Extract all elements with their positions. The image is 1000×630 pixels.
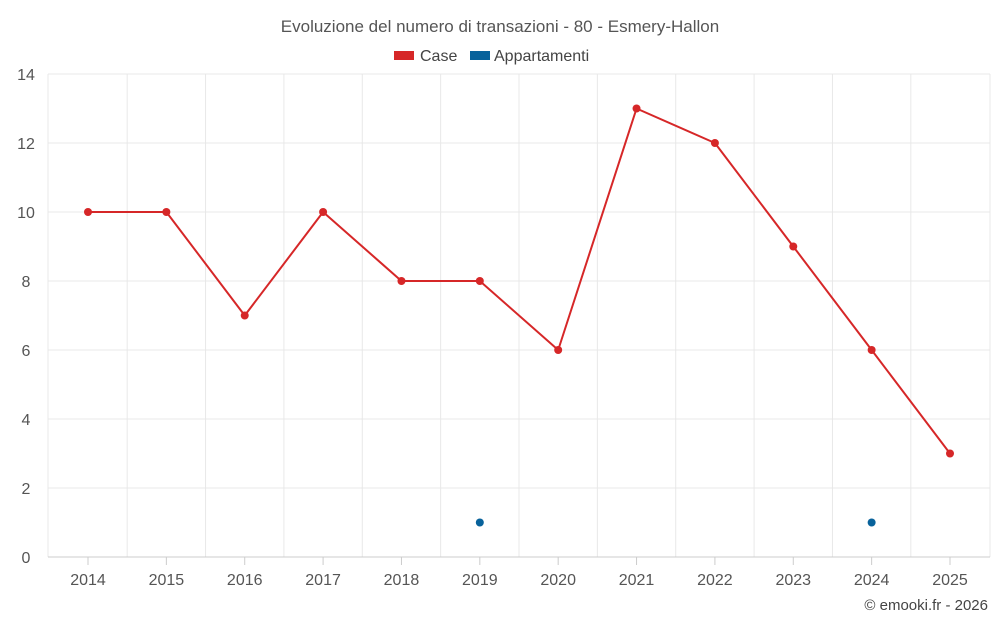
x-tick-label: 2019: [462, 572, 498, 589]
data-point-case[interactable]: [397, 277, 406, 285]
data-point-case[interactable]: [84, 208, 92, 216]
y-tick-label: 0: [22, 550, 31, 567]
legend-swatch-appartamenti: [470, 51, 490, 60]
x-tick-label: 2017: [305, 572, 341, 589]
chart-title: Evoluzione del numero di transazioni - 8…: [281, 17, 719, 36]
y-tick-label: 14: [17, 67, 35, 84]
y-tick-label: 12: [17, 136, 35, 153]
legend[interactable]: Case Appartamenti: [394, 48, 589, 65]
data-point-case[interactable]: [710, 139, 719, 147]
legend-label-case: Case: [420, 48, 457, 65]
data-point-case[interactable]: [475, 277, 484, 285]
y-tick-label: 8: [22, 274, 31, 291]
data-point-case[interactable]: [319, 208, 328, 216]
x-tick-label: 2014: [70, 572, 106, 589]
data-point-case[interactable]: [867, 346, 876, 354]
data-point-case[interactable]: [632, 104, 641, 113]
series-appartamenti: [475, 518, 876, 527]
y-tick-label: 4: [22, 412, 31, 429]
axes: 0 2 4 6 8 10 12 14 2014 2015 2016 2017 2018 2019 2020 2…: [17, 67, 990, 589]
x-tick-label: 2018: [384, 572, 420, 589]
x-tick-label: 2016: [227, 572, 263, 589]
data-point-case[interactable]: [554, 346, 563, 354]
legend-swatch-case: [394, 51, 414, 60]
data-point-appartamenti[interactable]: [475, 518, 484, 527]
data-point-case[interactable]: [162, 208, 171, 216]
data-point-case[interactable]: [789, 242, 798, 251]
x-tick-label: 2021: [619, 572, 655, 589]
x-tick-label: 2025: [932, 572, 968, 589]
data-point-case[interactable]: [946, 449, 954, 458]
legend-item-case[interactable]: Case: [394, 48, 457, 65]
data-point-appartamenti[interactable]: [867, 518, 876, 527]
y-tick-label: 6: [22, 343, 31, 360]
series-line-case: [88, 107, 951, 455]
credit-text: © emooki.fr - 2026: [864, 597, 988, 614]
x-tick-label: 2020: [540, 572, 576, 589]
x-tick-label: 2023: [775, 572, 811, 589]
x-tick-label: 2024: [854, 572, 890, 589]
legend-item-appartamenti[interactable]: Appartamenti: [470, 48, 589, 65]
data-point-case[interactable]: [240, 311, 249, 320]
y-tick-label: 10: [17, 205, 35, 222]
y-tick-label: 2: [22, 481, 31, 498]
legend-label-appartamenti: Appartamenti: [494, 48, 589, 65]
x-tick-label: 2022: [697, 572, 733, 589]
series-layer: [84, 104, 954, 527]
x-tick-label: 2015: [149, 572, 185, 589]
series-case: [84, 104, 954, 458]
